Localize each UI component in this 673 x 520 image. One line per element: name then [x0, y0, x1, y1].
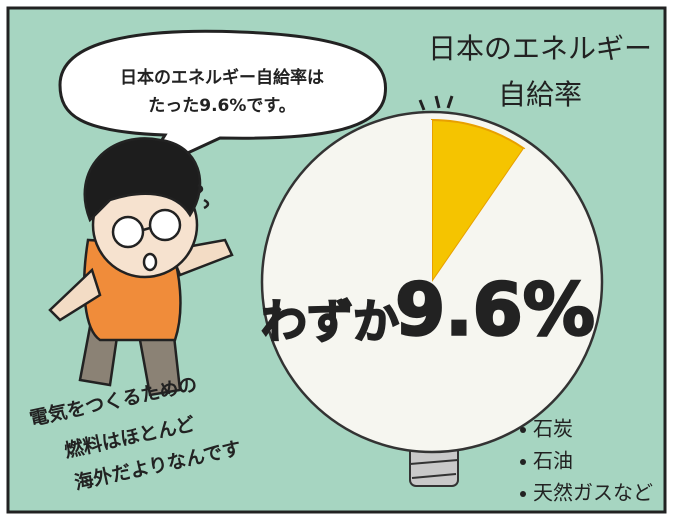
speech-line: 日本のエネルギー自給率は	[120, 67, 324, 88]
source-item: 石油	[533, 449, 573, 473]
bullet	[520, 459, 526, 465]
highlight-prefix: わずか	[261, 295, 399, 349]
bullet	[520, 491, 526, 497]
bullet	[520, 427, 526, 433]
value-label: 9.6%	[395, 268, 595, 352]
title-line: 自給率	[498, 78, 582, 111]
source-item: 石炭	[533, 417, 573, 441]
title-line: 日本のエネルギー	[428, 32, 652, 65]
speech-line: たった9.6%です。	[148, 96, 295, 116]
comic-panel: 日本のエネルギー 自給率 わずか 9.6% 石炭 石油 天然ガスなど 日本のエネ…	[0, 0, 673, 520]
source-item: 天然ガスなど	[533, 481, 653, 505]
